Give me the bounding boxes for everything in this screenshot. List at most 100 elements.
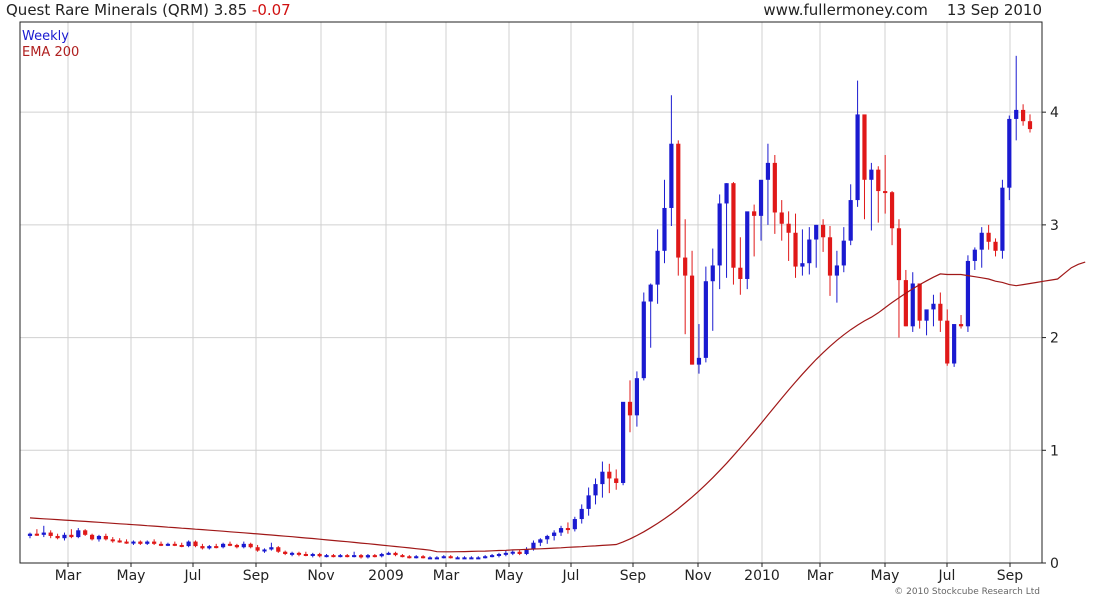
candle-body bbox=[255, 547, 260, 551]
candle bbox=[655, 229, 660, 304]
candle bbox=[262, 548, 267, 553]
candle bbox=[827, 226, 833, 296]
candle bbox=[710, 248, 715, 331]
candle bbox=[683, 219, 688, 335]
candle bbox=[207, 544, 212, 550]
candle bbox=[738, 237, 743, 295]
candle-body bbox=[669, 143, 674, 208]
candle-body bbox=[1007, 118, 1012, 188]
candle bbox=[752, 204, 757, 257]
candle-body bbox=[310, 553, 315, 556]
candle-body bbox=[883, 191, 888, 194]
candle-body bbox=[207, 546, 212, 549]
candle bbox=[986, 224, 991, 250]
candle-body bbox=[248, 543, 253, 548]
candle bbox=[745, 211, 750, 290]
candle bbox=[469, 556, 474, 560]
candle bbox=[586, 487, 591, 516]
candle bbox=[221, 542, 226, 549]
candle bbox=[855, 80, 860, 207]
candle bbox=[517, 549, 522, 556]
candle bbox=[62, 532, 67, 541]
candle bbox=[600, 461, 605, 498]
candle-body bbox=[724, 183, 729, 204]
candle bbox=[489, 553, 495, 558]
copyright: © 2010 Stockcube Research Ltd bbox=[894, 587, 1040, 597]
candle-body bbox=[745, 211, 750, 279]
candle bbox=[496, 552, 502, 558]
candle-body bbox=[41, 532, 46, 535]
candle bbox=[55, 533, 60, 540]
candle bbox=[883, 154, 888, 214]
x-tick-label: Sep bbox=[243, 568, 270, 584]
y-tick-label: 4 bbox=[1050, 105, 1059, 121]
candle-body bbox=[683, 257, 688, 276]
candle bbox=[621, 401, 626, 486]
candle bbox=[152, 539, 157, 545]
candle bbox=[607, 463, 612, 494]
candle-body bbox=[296, 552, 302, 555]
site-url[interactable]: www.fullermoney.com bbox=[763, 1, 928, 19]
candle bbox=[414, 555, 419, 559]
candle-body bbox=[145, 541, 150, 544]
candle bbox=[524, 547, 529, 556]
candle-body bbox=[545, 535, 550, 540]
candle bbox=[69, 529, 74, 539]
candle bbox=[1007, 115, 1012, 201]
candle-body bbox=[503, 552, 508, 555]
candle-body bbox=[214, 546, 219, 549]
candle bbox=[958, 315, 964, 329]
candle bbox=[276, 546, 281, 553]
candle bbox=[558, 525, 564, 536]
candle bbox=[476, 556, 481, 560]
candle-body bbox=[1021, 109, 1026, 122]
candle-body bbox=[455, 557, 460, 560]
candle-body bbox=[1027, 121, 1033, 130]
candle-body bbox=[179, 544, 184, 547]
candle-body bbox=[855, 114, 860, 201]
candle bbox=[131, 540, 136, 545]
header-right: www.fullermoney.com 13 Sep 2010 bbox=[763, 1, 1042, 19]
candle-body bbox=[324, 555, 329, 558]
candle bbox=[138, 540, 143, 545]
candle-body bbox=[289, 552, 295, 555]
x-tick-label: 2010 bbox=[744, 568, 780, 584]
candle bbox=[255, 544, 260, 552]
x-tick-label: Nov bbox=[684, 568, 711, 584]
candle-body bbox=[338, 555, 343, 558]
candle bbox=[965, 255, 971, 332]
candle bbox=[34, 529, 39, 536]
x-tick-label: Jul bbox=[184, 568, 202, 584]
candle-body bbox=[779, 212, 784, 224]
x-tick-label: Sep bbox=[620, 568, 647, 584]
candle-body bbox=[552, 532, 557, 536]
candle-body bbox=[427, 557, 433, 560]
candle bbox=[227, 541, 233, 547]
candle-body bbox=[372, 555, 377, 558]
candle bbox=[331, 553, 336, 558]
candle bbox=[365, 553, 371, 559]
candle-body bbox=[400, 555, 405, 558]
candle-body bbox=[579, 508, 584, 520]
candle-body bbox=[648, 284, 653, 302]
candle bbox=[310, 552, 315, 558]
candle bbox=[76, 528, 81, 539]
y-tick-label: 3 bbox=[1050, 218, 1059, 234]
candle bbox=[862, 114, 867, 220]
candle bbox=[924, 309, 929, 336]
candle-body bbox=[117, 540, 122, 543]
candle bbox=[234, 543, 239, 549]
candle bbox=[545, 534, 550, 544]
x-tick-label: Mar bbox=[55, 568, 82, 584]
candle bbox=[193, 540, 198, 548]
x-tick-label: Mar bbox=[807, 568, 834, 584]
candle bbox=[27, 532, 33, 539]
candle-body bbox=[76, 530, 81, 538]
candle bbox=[400, 553, 405, 558]
candle-body bbox=[317, 553, 322, 557]
candle-body bbox=[358, 555, 364, 558]
candle-body bbox=[572, 519, 577, 530]
candle-body bbox=[614, 478, 619, 483]
candle-body bbox=[689, 275, 695, 365]
candle-body bbox=[27, 533, 33, 536]
